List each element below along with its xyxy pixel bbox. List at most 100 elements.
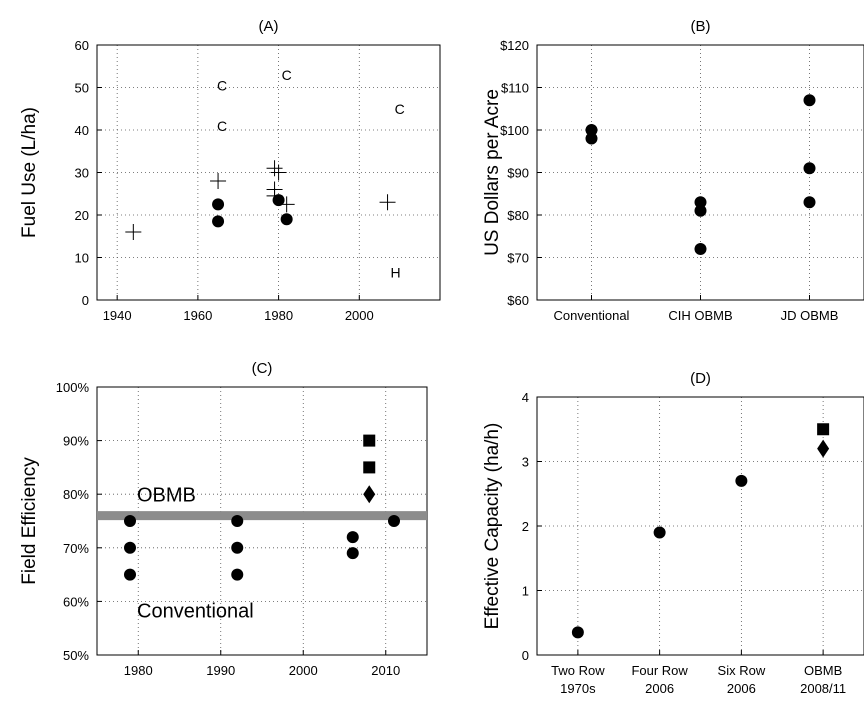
y-tick-label: 0 <box>522 648 529 663</box>
data-point-dot <box>694 204 707 217</box>
data-point-dot <box>346 547 359 560</box>
y-tick-label: 60% <box>63 594 89 609</box>
data-point-diamond <box>363 485 376 504</box>
x-tick-label: CIH OBMB <box>668 308 732 323</box>
y-tick-label: 10 <box>75 251 89 266</box>
data-point-dot <box>231 515 244 527</box>
data-point-dot <box>280 213 293 226</box>
data-point-plus <box>210 173 227 189</box>
y-axis-label: Effective Capacity (ha/h) <box>482 423 503 630</box>
data-point-dot <box>346 531 359 544</box>
y-axis-label: US Dollars per Acre <box>482 89 503 256</box>
data-point-plus <box>270 164 287 181</box>
data-point-dot <box>803 162 816 175</box>
data-point-dot <box>124 568 136 581</box>
y-tick-label: 30 <box>75 166 89 181</box>
x-tick-label: 2010 <box>371 663 400 678</box>
x-tick-label: OBMB <box>804 663 842 678</box>
data-point-dot <box>124 515 136 527</box>
x-tick-label: Six Row <box>718 663 766 678</box>
data-point-dot <box>212 215 225 228</box>
data-point-dot <box>735 474 748 487</box>
y-tick-label: 70% <box>63 541 89 556</box>
panel-a: (A) 0 10 20 30 40 50 60 1940 1960 1980 2000 Fuel Use… <box>19 18 441 323</box>
y-tick-label: 80% <box>63 487 89 502</box>
panel-b: (B) $60 $70 $80 $90 $100 $110 $120 Conventional C… <box>482 18 864 323</box>
data-point-square <box>363 461 376 474</box>
x-tick-label: 1980 <box>124 663 153 678</box>
panel-a-title: (A) <box>259 18 279 35</box>
y-tick-label: $70 <box>507 251 529 266</box>
data-point-dot <box>694 196 707 209</box>
data-point-plus <box>278 196 295 213</box>
y-axis-label: Fuel Use (L/ha) <box>19 107 40 238</box>
y-tick-label: 60 <box>75 38 89 53</box>
y-axis-label: Field Efficiency <box>19 457 40 585</box>
panel-b-title: (B) <box>691 18 711 35</box>
data-point-dot <box>803 196 816 209</box>
data-point-label: H <box>391 264 401 280</box>
data-point-dot <box>231 541 244 554</box>
x-tick-label: Four Row <box>631 663 688 678</box>
y-tick-label: $60 <box>507 293 529 308</box>
y-tick-label: $90 <box>507 166 529 181</box>
data-point-dot <box>124 541 136 554</box>
data-point-dot <box>272 194 285 207</box>
y-tick-label: 90% <box>63 434 89 449</box>
panel-d-title: (D) <box>690 370 711 387</box>
data-point-dot <box>388 515 400 527</box>
data-point-dot <box>694 243 707 255</box>
y-tick-label: $80 <box>507 208 529 223</box>
x-tick-label: 2008/11 <box>800 681 846 696</box>
x-tick-label: JD OBMB <box>781 308 839 323</box>
y-tick-label: 2 <box>522 519 529 534</box>
data-point-dot <box>585 132 598 145</box>
data-point-label: C <box>282 67 292 83</box>
x-tick-label: 2000 <box>345 308 374 323</box>
y-tick-label: 100% <box>56 380 90 395</box>
y-tick-label: 50 <box>75 81 89 96</box>
x-tick-label: 2006 <box>727 681 756 696</box>
y-tick-label: 50% <box>63 648 89 663</box>
plot-frame <box>536 44 864 301</box>
annotation-conventional: Conventional <box>137 600 254 622</box>
plot-frame <box>96 44 441 301</box>
data-point-plus <box>266 187 283 204</box>
y-tick-label: 20 <box>75 208 89 223</box>
data-point-plus <box>266 160 283 177</box>
panel-c: (C) 50% 60% 70% 80% 90% 100% 1980 1990 2000 2010 Fi… <box>19 360 428 678</box>
y-tick-label: 1 <box>522 584 529 599</box>
data-point-square <box>363 434 376 447</box>
x-tick-label: 1940 <box>103 308 132 323</box>
panel-c-title: (C) <box>252 360 273 377</box>
x-tick-label: Two Row <box>551 663 605 678</box>
plot-frame <box>536 396 864 656</box>
data-point-dot <box>231 568 244 581</box>
x-tick-label: 1980 <box>264 308 293 323</box>
data-point-label: C <box>217 77 227 93</box>
data-point-dot <box>653 526 666 539</box>
data-point-label: C <box>217 118 227 134</box>
y-tick-label: 0 <box>82 293 89 308</box>
y-tick-label: 40 <box>75 123 89 138</box>
x-tick-label: 1990 <box>206 663 235 678</box>
panel-d: (D) 0 1 2 3 4 Two Row 1970s Four Row 2006 Six Row 2… <box>482 370 864 696</box>
x-tick-label: 1970s <box>560 681 596 696</box>
data-point-plus <box>125 224 142 240</box>
x-tick-label: 1960 <box>183 308 212 323</box>
annotation-obmb: OBMB <box>137 485 196 507</box>
x-tick-label: 2006 <box>645 681 674 696</box>
x-tick-label: 2000 <box>289 663 318 678</box>
y-tick-label: $110 <box>501 81 529 96</box>
data-point-dot <box>803 94 816 107</box>
data-point-dot <box>571 626 584 639</box>
data-point-dot <box>585 124 598 136</box>
data-point-square <box>817 423 830 436</box>
plot-frame <box>96 386 428 656</box>
x-tick-label: Conventional <box>554 308 630 323</box>
data-point-diamond <box>817 439 830 458</box>
y-tick-label: $100 <box>500 123 529 138</box>
data-point-dot <box>212 198 225 211</box>
y-tick-label: $120 <box>500 38 529 53</box>
